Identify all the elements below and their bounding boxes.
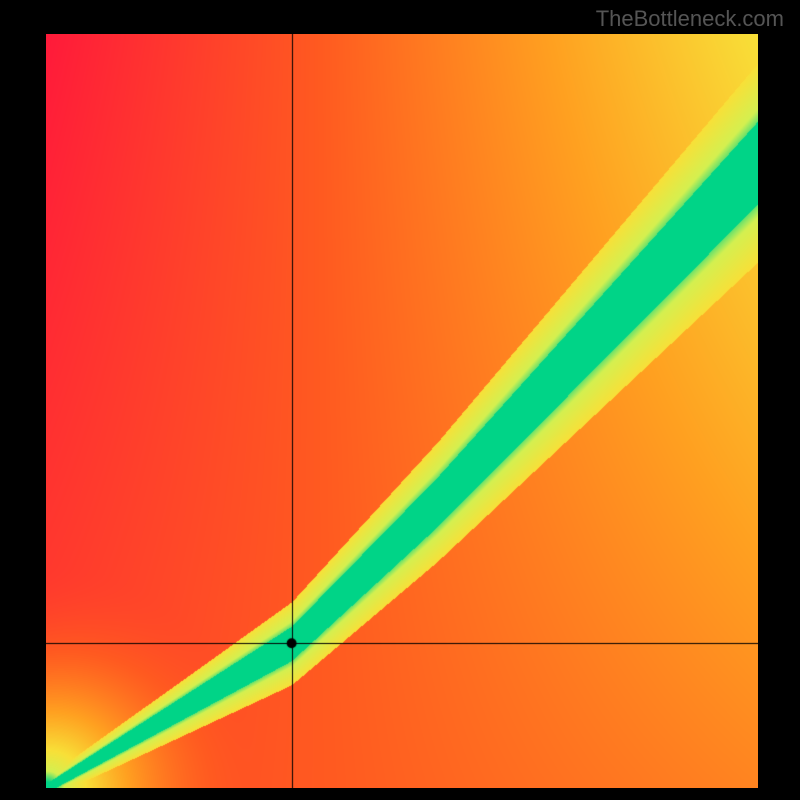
heatmap-plot bbox=[46, 34, 758, 788]
chart-frame bbox=[0, 0, 800, 800]
watermark-text: TheBottleneck.com bbox=[596, 6, 784, 32]
heatmap-canvas bbox=[46, 34, 758, 788]
